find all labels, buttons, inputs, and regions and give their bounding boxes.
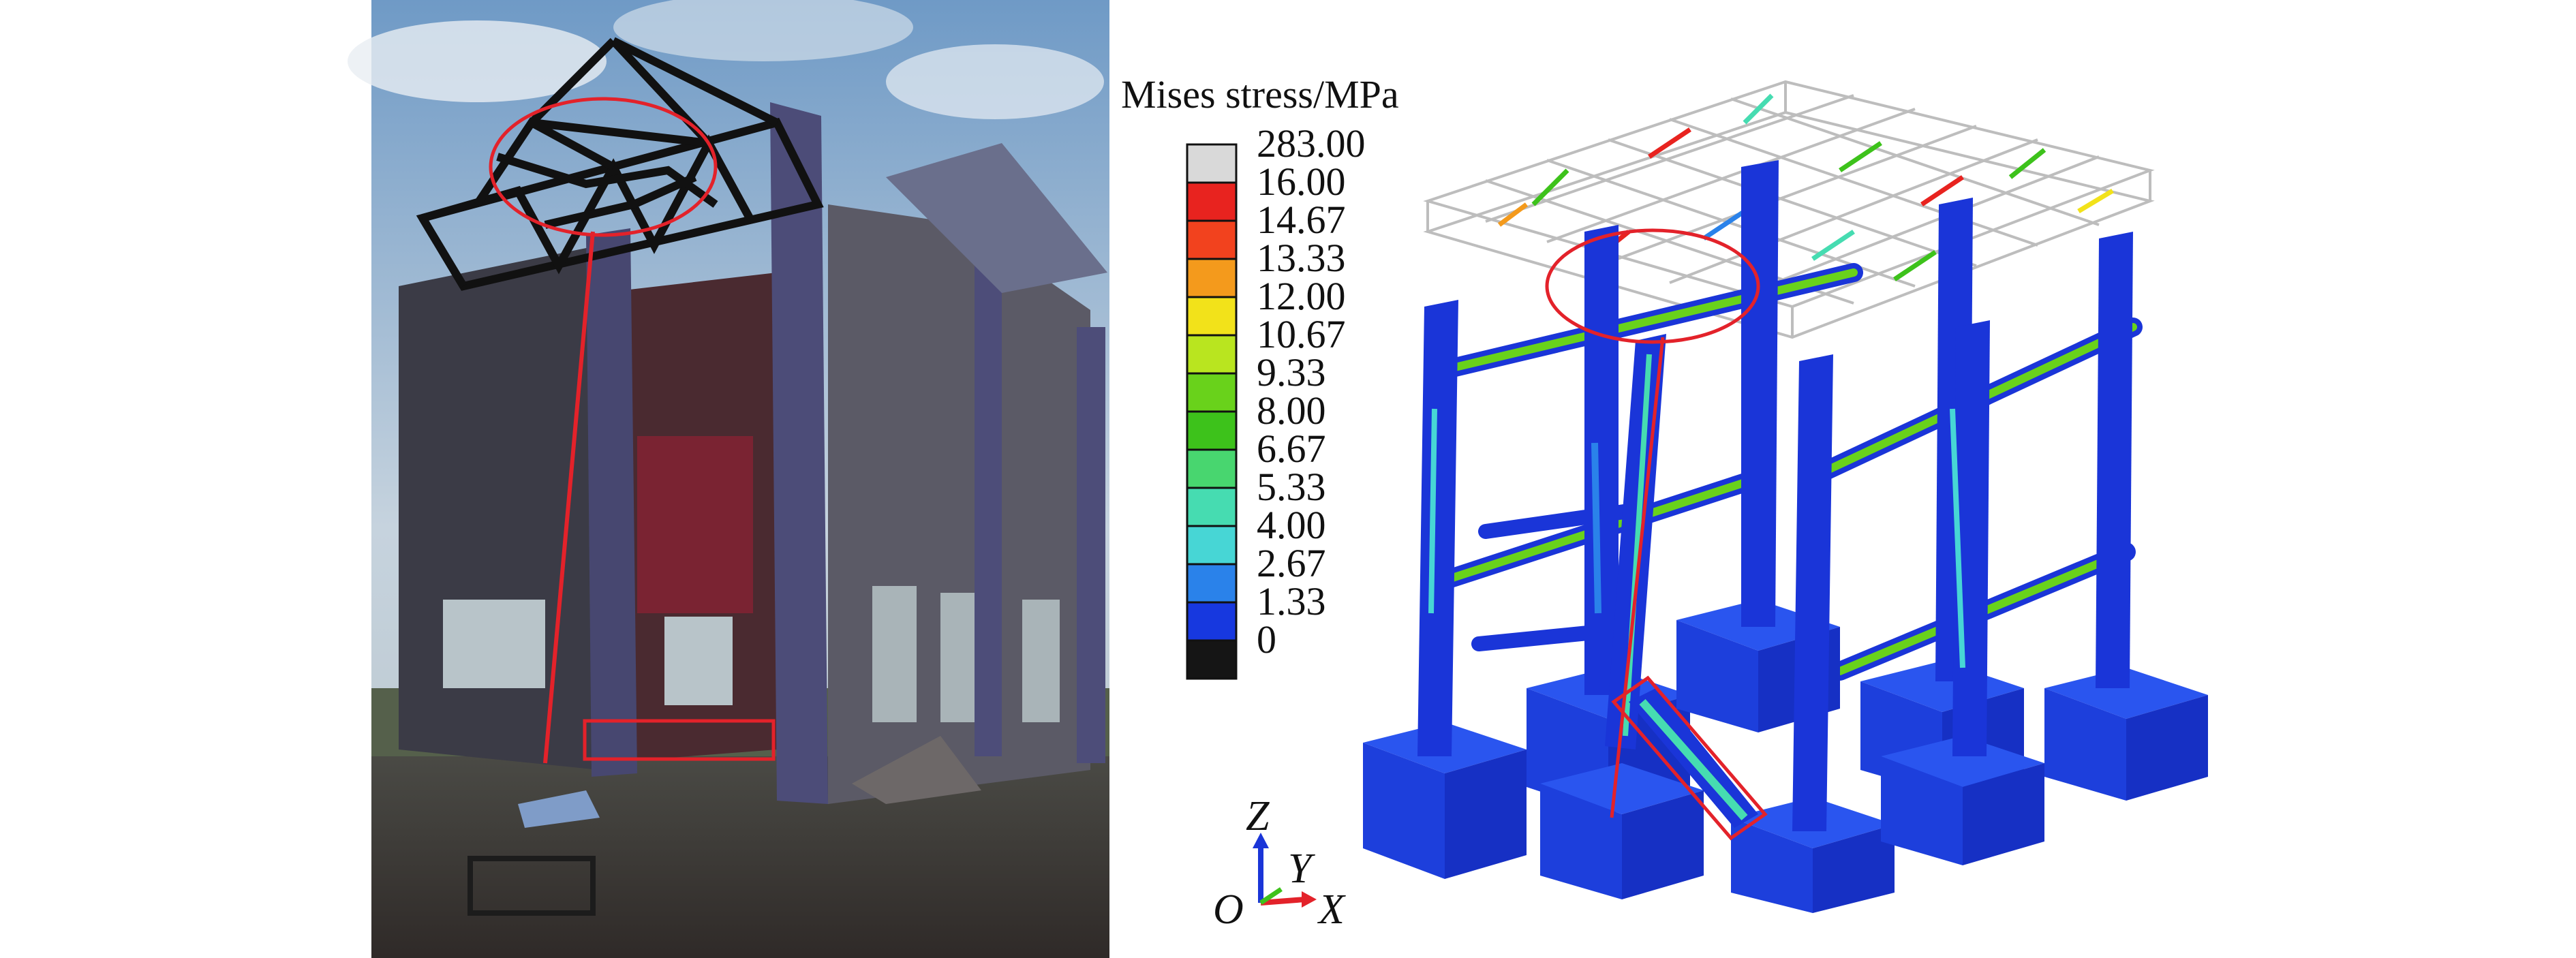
- window-opening: [664, 617, 733, 705]
- x-axis-label: X: [1317, 886, 1346, 933]
- legend-swatch: [1186, 258, 1238, 298]
- legend-swatch: [1186, 525, 1238, 566]
- legend-swatch: [1186, 601, 1238, 642]
- legend-swatch: [1186, 639, 1238, 680]
- debris-sheet: [518, 790, 600, 828]
- legend-label: 4.00: [1257, 503, 1326, 547]
- legend-label: 283.00: [1257, 121, 1366, 166]
- y-axis-arrow: [1259, 887, 1283, 905]
- damage-highlight-rect: [583, 719, 776, 761]
- window-opening: [1022, 600, 1060, 722]
- legend-label: 9.33: [1257, 350, 1326, 395]
- legend-label: 5.33: [1257, 465, 1326, 509]
- fe-fallen-beam: [1629, 688, 1758, 828]
- fe-roof-truss: [1423, 80, 2155, 339]
- debris-frame: [467, 856, 596, 916]
- x-axis-arrow: [1260, 897, 1306, 906]
- window-opening: [872, 586, 917, 722]
- legend-swatch: [1186, 296, 1238, 337]
- origin-label: O: [1213, 886, 1244, 933]
- interior-red-panel: [637, 436, 753, 613]
- model-highlight-rect: [1611, 675, 1768, 841]
- front-column: [586, 228, 637, 777]
- fe-roof-stress-members: [1497, 93, 2114, 281]
- legend-swatch: [1186, 486, 1238, 527]
- right-column: [975, 204, 1002, 756]
- debris: [852, 736, 981, 804]
- legend-label: 16.00: [1257, 159, 1346, 204]
- legend-label: 12.00: [1257, 274, 1346, 318]
- stress-legend: Mises stress/MPa 283.0016.0014.6713.3312…: [1121, 72, 1399, 680]
- cloud: [348, 20, 607, 102]
- legend-labels: 283.0016.0014.6713.3312.0010.679.338.006…: [1257, 121, 1366, 662]
- roof-truss: [416, 37, 824, 291]
- legend-swatch: [1186, 181, 1238, 222]
- axis-triad: Z Y X O: [1213, 793, 1346, 933]
- legend-label: 8.00: [1257, 388, 1326, 433]
- photo-panel: [348, 0, 1109, 958]
- x-axis-arrowhead: [1302, 891, 1317, 908]
- fe-model: [1363, 80, 2208, 913]
- legend-label: 2.67: [1257, 541, 1326, 585]
- legend-color-bar: [1186, 143, 1238, 680]
- legend-label: 0: [1257, 617, 1276, 662]
- legend-swatch: [1186, 219, 1238, 260]
- central-column: [770, 102, 828, 804]
- cloud: [613, 0, 913, 61]
- legend-label: 10.67: [1257, 312, 1346, 356]
- legend-swatch: [1186, 143, 1238, 184]
- legend-label: 6.67: [1257, 427, 1326, 471]
- legend-swatch: [1186, 410, 1238, 451]
- z-axis-label: Z: [1246, 793, 1270, 839]
- model-tilt-line: [1610, 337, 1665, 818]
- column-tilt-line: [543, 231, 595, 764]
- legend-swatch: [1186, 334, 1238, 375]
- model-highlight-ellipse: [1545, 228, 1760, 344]
- legend-title: Mises stress/MPa: [1121, 72, 1399, 117]
- legend-label: 14.67: [1257, 198, 1346, 242]
- cloud: [886, 44, 1104, 119]
- window-opening: [443, 600, 545, 688]
- z-axis-arrowhead: [1253, 833, 1269, 848]
- legend-label: 1.33: [1257, 579, 1326, 623]
- legend-swatch: [1186, 448, 1238, 489]
- fe-columns: [1417, 160, 2133, 831]
- right-column: [1077, 327, 1105, 763]
- damage-highlight-ellipse: [489, 97, 718, 237]
- legend-swatch: [1186, 563, 1238, 604]
- roof-sheet: [886, 143, 1107, 293]
- y-axis-label: Y: [1288, 846, 1315, 892]
- legend-label: 13.33: [1257, 236, 1346, 280]
- legend-swatch: [1186, 372, 1238, 413]
